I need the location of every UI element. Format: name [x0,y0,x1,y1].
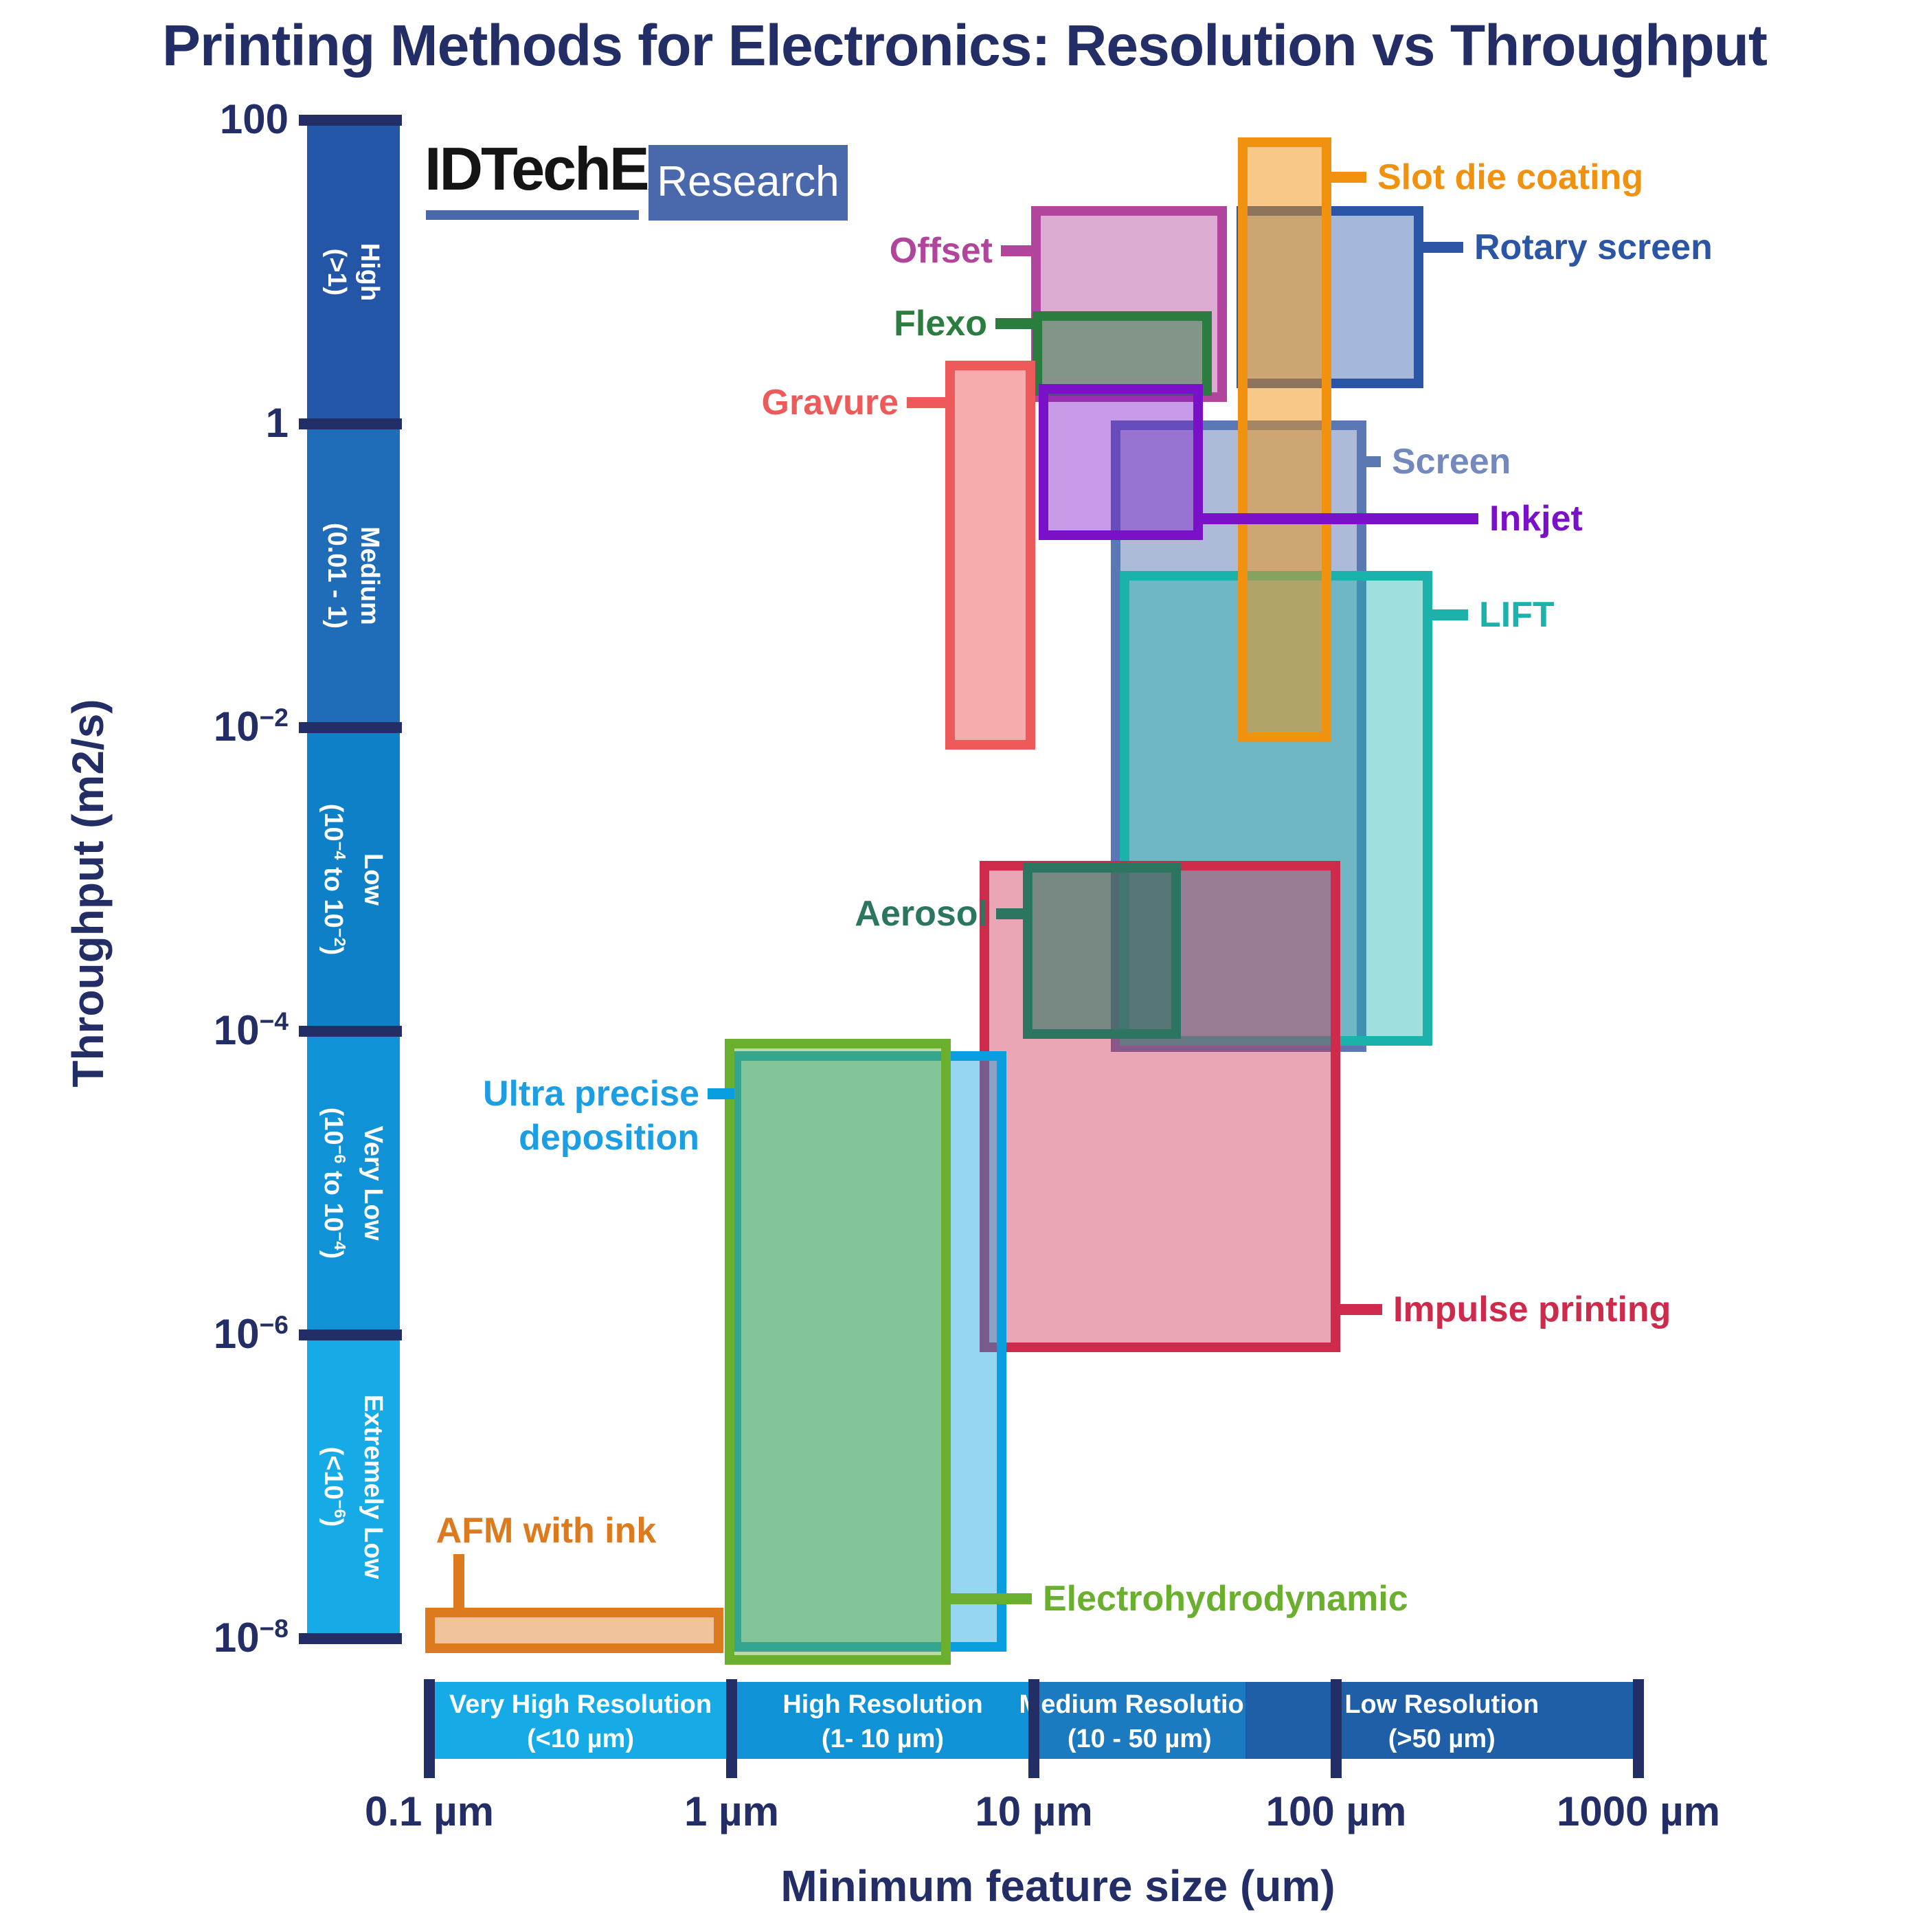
x-tick-mark-1 [726,1679,737,1778]
x-tick-mark-4 [1633,1679,1644,1778]
x-tick-mark-2 [1028,1679,1039,1778]
method-label-gravure: Gravure [761,383,899,423]
method-box-ultra-precise-deposition [732,1051,1006,1652]
y-band-low [307,728,400,1031]
method-label-flexo: Flexo [894,304,987,344]
method-label-impulse-printing: Impulse printing [1393,1290,1671,1329]
leader-offset [1001,245,1035,256]
y-tick-label-4: 10−6 [213,1310,289,1357]
method-box-slot-die-coating [1237,137,1331,743]
x-band-label-0: Very High Resolution (<10 µm) [449,1690,712,1753]
y-tick-mark-2 [299,722,402,733]
leader-gravure [907,397,949,408]
leader-electrohydrodynamic [947,1593,1032,1604]
method-label-rotary-screen: Rotary screen [1474,227,1713,267]
y-band-high [307,120,400,424]
y-tick-label-2: 10−2 [213,703,289,750]
x-tick-label-4: 1000 µm [1556,1788,1721,1834]
x-tick-mark-3 [1331,1679,1342,1778]
y-tick-label-0: 100 [219,96,289,142]
y-band-very-low [307,1031,400,1335]
method-label-offset: Offset [889,231,993,271]
y-tick-mark-1 [299,418,402,429]
x-band-label-3: Low Resolution (>50 µm) [1344,1690,1539,1753]
logo-underline [426,210,639,220]
method-box-aerosol [1023,862,1181,1040]
x-tick-label-1: 1 µm [684,1788,779,1834]
leader-impulse-printing [1337,1304,1382,1315]
method-label-lift: LIFT [1479,595,1555,635]
chart-title: Printing Methods for Electronics: Resolu… [162,13,1768,78]
method-label-screen: Screen [1392,442,1511,482]
leader-ultra-precise-deposition [708,1088,734,1099]
y-tick-mark-0 [299,115,402,126]
method-label-electrohydrodynamic: Electrohydrodynamic [1043,1579,1408,1619]
method-box-gravure [945,361,1035,750]
leader-slot-die-coating [1328,172,1366,183]
x-band-very-high-resolution [429,1682,732,1759]
leader-rotary-screen [1420,242,1463,253]
x-tick-label-2: 10 µm [975,1788,1093,1834]
leader-flexo [995,318,1036,329]
method-box-afm-with-ink [425,1607,724,1654]
x-band-high-resolution [732,1682,1034,1759]
y-tick-mark-5 [299,1633,402,1644]
x-band-label-1: High Resolution (1- 10 µm) [782,1690,983,1753]
leader-lift [1429,609,1468,620]
method-label-inkjet: Inkjet [1489,499,1583,539]
method-label-ultra-precise-deposition: Ultra precise deposition [482,1074,699,1158]
logo-research-badge: Research [648,145,848,221]
x-band-low-resolution [1245,1682,1638,1759]
y-tick-label-5: 10−8 [213,1614,289,1661]
x-band-label-2: Medium Resolution (10 - 50 µm) [1019,1690,1260,1753]
method-label-afm-with-ink: AFM with ink [436,1511,657,1551]
x-band-medium-resolution [1034,1682,1245,1759]
method-label-aerosol: Aerosol [855,894,988,934]
y-tick-mark-4 [299,1329,402,1340]
method-box-electrohydrodynamic [725,1039,951,1665]
x-tick-mark-0 [424,1679,435,1778]
y-tick-mark-3 [299,1026,402,1037]
x-tick-label-0: 0.1 µm [365,1788,494,1834]
method-box-inkjet [1039,383,1203,540]
y-band-extremely-low [307,1335,400,1639]
leader-inkjet [1199,513,1478,524]
leader-aerosol [996,908,1026,919]
y-band-label-1: Medium (0.01 - 1) [322,522,384,629]
leader-afm-with-ink [453,1554,464,1612]
y-tick-label-1: 1 [265,400,289,446]
x-tick-label-3: 100 µm [1265,1788,1407,1834]
method-box-flexo [1033,311,1212,396]
y-tick-label-3: 10−4 [213,1007,289,1053]
y-band-medium [307,424,400,728]
leader-screen [1364,456,1381,467]
x-axis-title: Minimum feature size (um) [780,1861,1335,1911]
logo-brand-text: IDTechEx [425,135,681,203]
method-label-slot-die-coating: Slot die coating [1377,157,1644,197]
